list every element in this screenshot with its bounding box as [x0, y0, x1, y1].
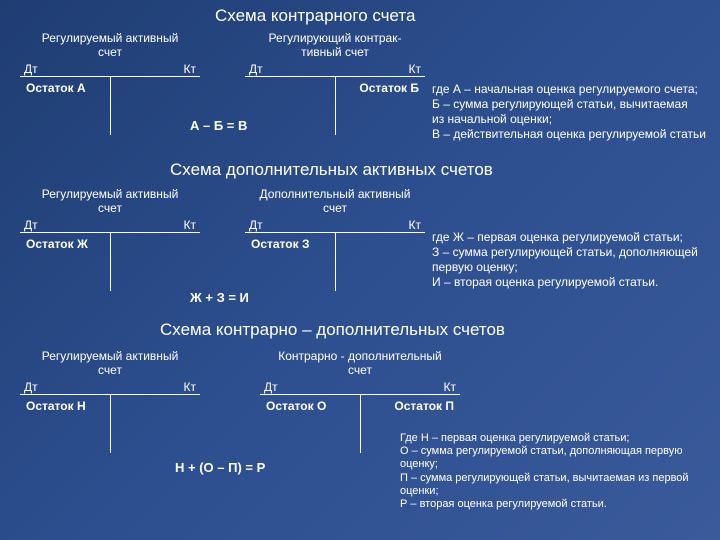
s1-acc1-balance: Остаток А [26, 81, 86, 95]
kt-label: Кт [184, 218, 197, 232]
s3-acc1-header: Регулируемый активный счет [20, 350, 200, 378]
s1-acc1-header: Регулируемый активный счет [20, 32, 200, 60]
s3-acc2-header: Контрарно - дополнительный счет [260, 350, 460, 378]
kt-label: Кт [444, 380, 457, 394]
s2-acc1-header: Регулируемый активный счет [20, 188, 200, 216]
s1-account1: Регулируемый активный счет Дт Кт Остаток… [20, 32, 200, 135]
s1-acc2-balance: Остаток Б [359, 81, 419, 95]
dt-label: Дт [24, 62, 38, 76]
section1-title: Схема контрарного счета [215, 6, 415, 26]
s2-acc1-balance: Остаток Ж [26, 237, 88, 251]
s3-acc2-balance-right: Остаток П [394, 399, 454, 413]
dt-label: Дт [24, 380, 38, 394]
s1-legend: где А – начальная оценка регулируемого с… [432, 82, 712, 142]
s2-legend: где Ж – первая оценка регулируемой стать… [432, 230, 712, 290]
kt-label: Кт [184, 62, 197, 76]
s1-acc2-header: Регулирующий контрак- тивный счет [245, 32, 425, 60]
s3-account1: Регулируемый активный счет Дт Кт Остаток… [20, 350, 200, 453]
s2-acc2-header: Дополнительный активный счет [245, 188, 425, 216]
dt-label: Дт [24, 218, 38, 232]
s1-account2: Регулирующий контрак- тивный счет Дт Кт … [245, 32, 425, 135]
s2-formula: Ж + З = И [190, 290, 249, 305]
dt-label: Дт [264, 380, 278, 394]
s2-acc2-balance: Остаток З [251, 237, 309, 251]
kt-label: Кт [409, 218, 422, 232]
dt-label: Дт [249, 218, 263, 232]
s3-legend: Где Н – первая оценка регулируемой стать… [400, 432, 710, 511]
kt-label: Кт [184, 380, 197, 394]
s2-account1: Регулируемый активный счет Дт Кт Остаток… [20, 188, 200, 291]
dt-label: Дт [249, 62, 263, 76]
section3-title: Схема контрарно – дополнительных счетов [160, 320, 505, 340]
kt-label: Кт [409, 62, 422, 76]
s2-account2: Дополнительный активный счет Дт Кт Остат… [245, 188, 425, 291]
s3-acc1-balance: Остаток Н [26, 399, 86, 413]
s1-formula: А – Б = В [190, 118, 247, 133]
s3-formula: Н + (О – П) = Р [175, 460, 265, 475]
section2-title: Схема дополнительных активных счетов [170, 160, 493, 180]
s3-acc2-balance-left: Остаток О [266, 399, 326, 413]
